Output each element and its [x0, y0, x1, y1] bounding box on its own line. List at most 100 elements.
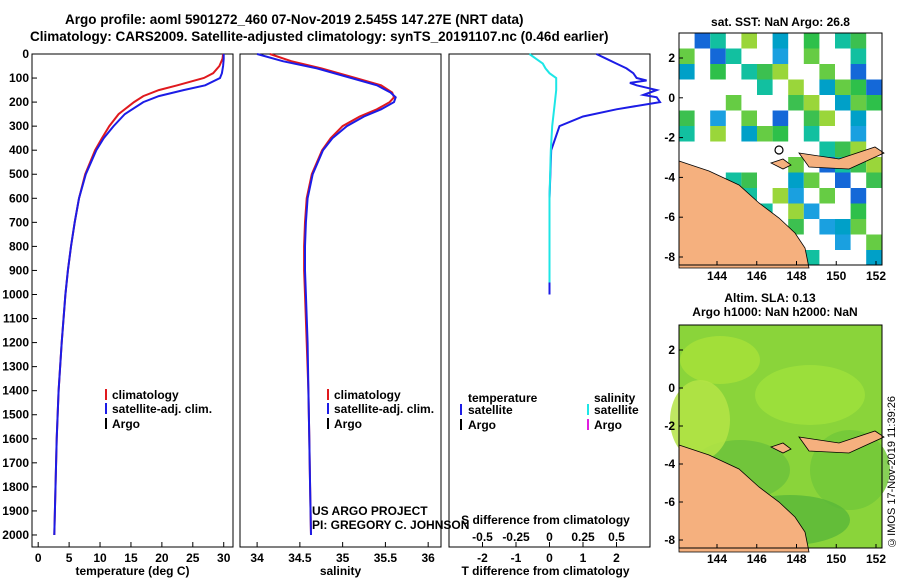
sst-map-cell [803, 48, 820, 64]
depth-tick-label: 1000 [2, 287, 29, 301]
sst-map-cell [710, 64, 726, 80]
depth-tick-label: 1100 [3, 312, 29, 326]
sst-map-cell [850, 64, 867, 80]
depth-tick-label: 1900 [2, 504, 29, 518]
difference-t-satellite-line [548, 53, 662, 295]
difference-s-satellite-line [528, 53, 558, 283]
argo-float-marker [774, 145, 784, 155]
sst-map-cell [725, 48, 742, 64]
sst-map-land-new-britain [798, 146, 885, 170]
sst-map-cell [850, 203, 867, 219]
temperature-xtick-label: 0 [35, 551, 42, 565]
difference-t-xtick-label: -2 [477, 551, 488, 565]
sla-map-title-line-2: Argo h1000: NaN h2000: NaN [692, 305, 857, 319]
sst-map-cell [679, 110, 695, 126]
sla-map-xtick-label: 144 [707, 552, 727, 566]
temperature-legend-label: climatology [112, 388, 179, 402]
sla-map-land-island [769, 442, 792, 454]
depth-tick-label: 900 [9, 263, 29, 277]
sst-map-cell [772, 33, 789, 49]
sst-map-cell [772, 110, 789, 126]
sst-map-cell [757, 64, 773, 80]
difference-t-xtick-label: 0 [546, 551, 553, 565]
sst-map-cell [819, 219, 835, 235]
sst-map-cell [819, 188, 835, 204]
sst-map-cell [710, 48, 726, 64]
depth-tick-label: 1200 [2, 336, 29, 350]
sst-map-cell [788, 157, 804, 173]
sst-map-xtick-label: 148 [786, 269, 806, 283]
difference-s-tick-label: 0.25 [571, 530, 595, 544]
depth-tick-label: 0 [22, 47, 29, 61]
sla-map-anomaly [755, 365, 865, 425]
salinity-xlabel: salinity [320, 564, 362, 578]
temperature-xtick-label: 25 [186, 551, 200, 565]
sst-map-cell [850, 95, 867, 111]
depth-tick-label: 1400 [2, 384, 29, 398]
temperature-legend-label: satellite-adj. clim. [112, 402, 212, 416]
salinity-legend-label: climatology [334, 388, 401, 402]
temperature-xtick-label: 30 [217, 551, 231, 565]
sst-map-cell [835, 219, 851, 235]
sst-map-cell [850, 79, 867, 95]
sst-map-xtick-label: 146 [747, 269, 767, 283]
difference-legend-temperature-title: temperature [468, 391, 538, 405]
sst-map-cell [772, 48, 789, 64]
sst-map-cell [819, 141, 835, 157]
sla-map-title-line-1: Altim. SLA: 0.13 [724, 291, 816, 305]
sst-map-cell [850, 188, 867, 204]
difference-s-tick-label: -0.25 [502, 530, 530, 544]
temperature-panel: 0100200300400500600700800900100011001200… [2, 47, 234, 578]
imos-timestamp: ©IMOS 17-Nov-2019 11:39:26 [886, 396, 898, 548]
sst-map-cell [835, 79, 851, 95]
sst-map-cell [772, 188, 789, 204]
sst-map-cell [835, 141, 851, 157]
sst-map-cell [710, 126, 726, 142]
temperature-xtick-label: 5 [66, 551, 73, 565]
difference-legend-right-label: Argo [594, 418, 622, 432]
temperature-xtick-label: 10 [93, 551, 107, 565]
sla-map-anomaly [680, 336, 760, 384]
temperature-xlabel: temperature (deg C) [75, 564, 189, 578]
sla-map-anomaly [670, 380, 730, 460]
sst-map-ytick-label: -8 [664, 250, 675, 264]
depth-tick-label: 400 [9, 143, 29, 157]
sst-map-cell [866, 250, 882, 266]
difference-x2label: S difference from climatology [461, 513, 630, 527]
sst-map-frame [678, 32, 883, 266]
salinity-legend-label: satellite-adj. clim. [334, 402, 434, 416]
sst-map-xtick-label: 152 [866, 269, 886, 283]
sst-map-cell [788, 172, 804, 188]
depth-tick-label: 300 [9, 119, 29, 133]
sst-map-cell [819, 79, 835, 95]
sst-map-cell [772, 64, 789, 80]
salinity-xtick-label: 34.5 [288, 551, 312, 565]
project-credit: US ARGO PROJECT [312, 504, 428, 518]
sst-map-cell [866, 234, 882, 250]
sst-map-cell [741, 33, 757, 49]
difference-xlabel: T difference from climatology [461, 564, 629, 578]
sst-map-cell [788, 188, 804, 204]
sst-map-cell [835, 95, 851, 111]
sst-map-cell [835, 33, 851, 49]
salinity-climatology-line [269, 53, 396, 536]
difference-t-xtick-label: 2 [613, 551, 620, 565]
sst-map-cell [741, 172, 757, 188]
sst-map-cell [803, 126, 820, 142]
salinity-legend-label: Argo [334, 417, 362, 431]
sst-map-cell [835, 172, 851, 188]
salinity-xtick-label: 35 [336, 551, 350, 565]
difference-s-tick-label: -0.5 [472, 530, 493, 544]
salinity-satellite-line [256, 53, 397, 536]
sla-map-ytick-label: 0 [668, 381, 675, 395]
depth-tick-label: 100 [9, 71, 29, 85]
difference-legend-right-label: satellite [594, 403, 639, 417]
temperature-xtick-label: 15 [124, 551, 138, 565]
salinity-xtick-label: 36 [421, 551, 435, 565]
difference-panel: -2 -1 0 1 2 -0.5 -0.25 0 0.25 0.5 S difference fro… [448, 53, 662, 578]
depth-tick-label: 2000 [2, 528, 29, 542]
sst-map-cell [710, 33, 726, 49]
sst-map-cell [866, 157, 882, 173]
